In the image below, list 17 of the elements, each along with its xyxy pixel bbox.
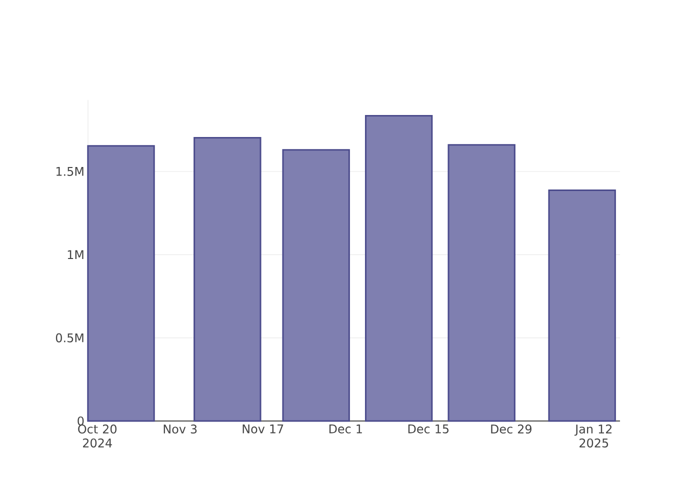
y-tick-label: 0.5M <box>56 333 84 342</box>
x-tick-label: Nov 17 <box>242 424 284 434</box>
x-tick-label: Jan 12 2025 <box>574 424 612 448</box>
y-tick-label: 1M <box>68 250 84 260</box>
x-tick-label: Dec 29 <box>491 424 532 434</box>
y-tick-label: 1.5M <box>56 167 84 176</box>
bar <box>87 145 155 422</box>
x-tick-label: Nov 3 <box>164 424 197 434</box>
bar <box>548 190 616 422</box>
x-tick-label: Oct 20 2024 <box>78 424 116 448</box>
bar <box>448 144 516 422</box>
x-tick-label: Dec 15 <box>408 424 448 434</box>
y-tick-label: 0 <box>78 416 84 426</box>
bar <box>282 149 350 422</box>
bar <box>194 136 262 422</box>
x-tick-label: Dec 1 <box>329 424 362 434</box>
bar <box>364 115 433 422</box>
